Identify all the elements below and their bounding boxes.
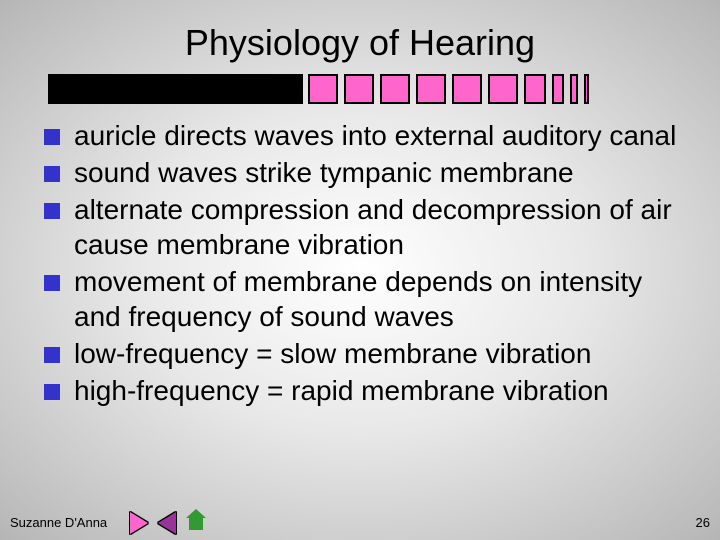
pink-box bbox=[584, 74, 589, 104]
pink-box bbox=[570, 74, 578, 104]
pink-box bbox=[380, 74, 410, 104]
bullet-marker-icon bbox=[44, 129, 60, 145]
bullet-marker-icon bbox=[44, 203, 60, 219]
bullet-text: sound waves strike tympanic membrane bbox=[74, 155, 574, 190]
bullet-item: high-frequency = rapid membrane vibratio… bbox=[44, 373, 686, 408]
pink-box bbox=[488, 74, 518, 104]
page-number: 26 bbox=[696, 515, 710, 530]
pink-box bbox=[416, 74, 446, 104]
bullet-item: sound waves strike tympanic membrane bbox=[44, 155, 686, 190]
bullet-marker-icon bbox=[44, 347, 60, 363]
prev-slide-icon[interactable] bbox=[158, 512, 176, 534]
bullet-text: auricle directs waves into external audi… bbox=[74, 118, 676, 153]
bullet-item: low-frequency = slow membrane vibration bbox=[44, 336, 686, 371]
bullet-marker-icon bbox=[44, 166, 60, 182]
bullet-text: alternate compression and decompression … bbox=[74, 192, 686, 262]
bullet-item: movement of membrane depends on intensit… bbox=[44, 264, 686, 334]
home-icon[interactable] bbox=[186, 515, 206, 531]
bullet-list: auricle directs waves into external audi… bbox=[0, 118, 720, 408]
nav-icons bbox=[130, 512, 206, 534]
bullet-marker-icon bbox=[44, 384, 60, 400]
next-slide-icon[interactable] bbox=[130, 512, 148, 534]
pink-box bbox=[344, 74, 374, 104]
bullet-item: alternate compression and decompression … bbox=[44, 192, 686, 262]
divider-graphic bbox=[0, 74, 720, 104]
pink-box bbox=[308, 74, 338, 104]
slide-title: Physiology of Hearing bbox=[0, 0, 720, 74]
author-label: Suzanne D'Anna bbox=[10, 515, 107, 530]
bullet-marker-icon bbox=[44, 275, 60, 291]
slide-footer: Suzanne D'Anna 26 bbox=[0, 506, 720, 534]
pink-box bbox=[524, 74, 546, 104]
bullet-text: movement of membrane depends on intensit… bbox=[74, 264, 686, 334]
pink-box bbox=[452, 74, 482, 104]
bullet-text: low-frequency = slow membrane vibration bbox=[74, 336, 591, 371]
bullet-item: auricle directs waves into external audi… bbox=[44, 118, 686, 153]
divider-pink-boxes bbox=[308, 74, 589, 104]
divider-black-bar bbox=[48, 74, 303, 104]
bullet-text: high-frequency = rapid membrane vibratio… bbox=[74, 373, 609, 408]
pink-box bbox=[552, 74, 564, 104]
